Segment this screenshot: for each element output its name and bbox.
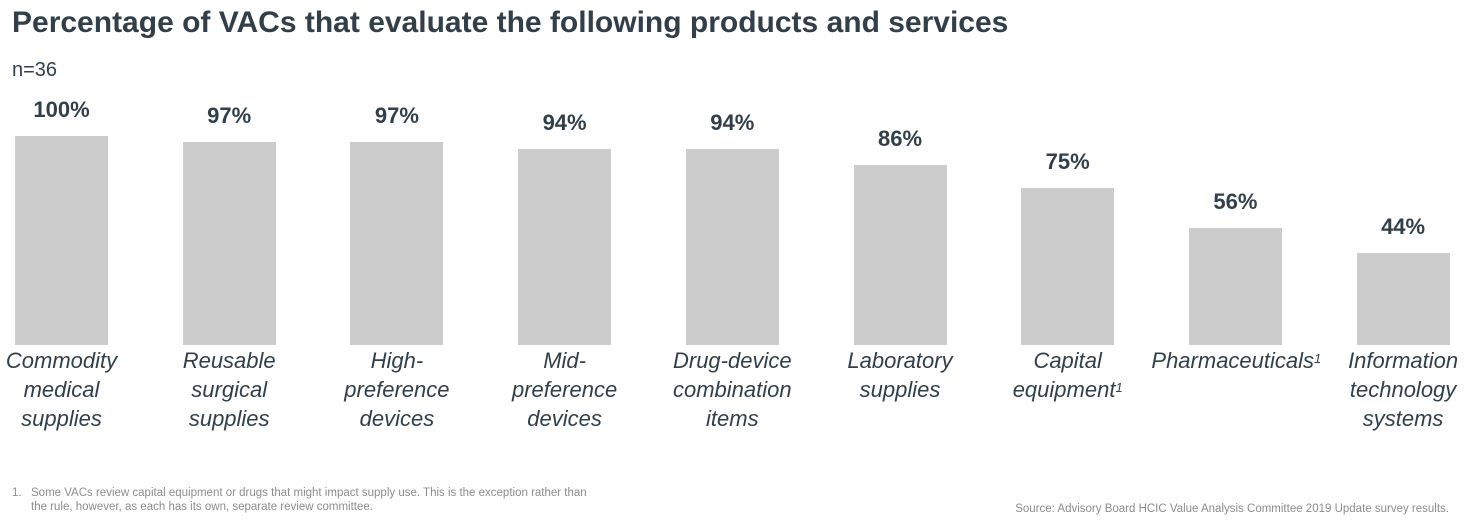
data-label: 44% xyxy=(1381,214,1426,240)
category-label-line: Capital xyxy=(1033,348,1102,373)
category-label-line: Reusable xyxy=(182,348,276,373)
category-label: Drug-device combination items xyxy=(648,346,816,433)
category-label-line: devices xyxy=(359,406,435,431)
bar xyxy=(853,165,947,345)
category-label-line: equipment xyxy=(1012,377,1116,402)
category-label-line: Pharmaceuticals xyxy=(1151,348,1315,373)
category-label: Capital equipment1 xyxy=(984,346,1152,404)
category-label: Reusable surgical supplies xyxy=(145,346,313,433)
category-label-line: medical xyxy=(23,377,100,402)
footnote: 1. Some VACs review capital equipment or… xyxy=(12,486,591,514)
bar xyxy=(1188,227,1282,345)
category-label-line: technology xyxy=(1349,377,1457,402)
category-label: Information technology systems xyxy=(1319,346,1473,433)
bar xyxy=(518,148,612,345)
data-label: 86% xyxy=(877,126,923,152)
source-note: Source: Advisory Board HCIC Value Analys… xyxy=(1015,503,1449,515)
data-label: 94% xyxy=(710,109,755,135)
category-label: Commodity medical supplies xyxy=(0,346,146,433)
footnote-number: 1. xyxy=(12,487,22,499)
data-label: 100% xyxy=(33,97,90,122)
footnote-marker: 1 xyxy=(1314,351,1322,366)
bar xyxy=(685,148,779,345)
category-label: High-preference devices xyxy=(313,346,481,433)
category-label: Mid-preference devices xyxy=(481,346,649,433)
category-label-line: Drug-device xyxy=(672,348,792,373)
category-label-line: supplies xyxy=(859,377,941,402)
category-label-line: Commodity xyxy=(5,348,118,373)
bar xyxy=(1021,188,1115,345)
category-label-line: supplies xyxy=(21,406,102,431)
category-label-line: Laboratory xyxy=(847,348,953,373)
category-label-line: Mid- xyxy=(543,348,586,373)
category-label-line: surgical xyxy=(191,377,268,402)
category-label: Laboratory supplies xyxy=(816,346,984,404)
bar xyxy=(15,136,108,345)
category-label-line: Information xyxy=(1348,348,1459,373)
bar xyxy=(350,142,444,345)
category-label-line: preference xyxy=(344,377,450,402)
footnote-text: Some VACs review capital equipment or dr… xyxy=(31,487,587,513)
bar-chart: 100% Commodity medical supplies 97% Reusable s… xyxy=(0,90,1473,440)
category-label-line: systems xyxy=(1362,406,1444,431)
footnote-marker: 1 xyxy=(1115,380,1123,395)
bar xyxy=(1356,253,1450,345)
category-label-line: preference xyxy=(512,377,618,402)
data-label: 97% xyxy=(207,103,252,129)
data-label: 56% xyxy=(1213,188,1258,214)
bar xyxy=(182,142,276,345)
category-label: Pharmaceuticals1 xyxy=(1151,346,1322,375)
data-label: 75% xyxy=(1045,149,1090,175)
category-label-line: supplies xyxy=(188,406,270,431)
data-label: 94% xyxy=(542,109,587,135)
category-label-line: devices xyxy=(527,406,602,431)
sample-size: n=36 xyxy=(12,59,58,81)
category-label-line: combination xyxy=(672,377,792,402)
chart-title: Percentage of VACs that evaluate the fol… xyxy=(12,6,1009,39)
category-label-line: High- xyxy=(370,348,424,373)
data-label: 97% xyxy=(374,103,419,129)
category-label-line: items xyxy=(706,406,759,431)
